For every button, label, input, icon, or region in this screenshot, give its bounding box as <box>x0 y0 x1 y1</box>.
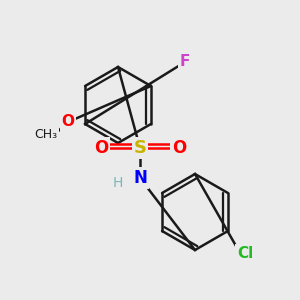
Text: O: O <box>61 115 74 130</box>
Text: N: N <box>133 169 147 187</box>
Text: H: H <box>113 176 123 190</box>
Text: Cl: Cl <box>237 245 253 260</box>
Text: O: O <box>94 139 108 157</box>
Text: S: S <box>134 139 146 157</box>
Text: CH₃: CH₃ <box>34 128 58 142</box>
Text: F: F <box>180 55 190 70</box>
Text: O: O <box>172 139 186 157</box>
